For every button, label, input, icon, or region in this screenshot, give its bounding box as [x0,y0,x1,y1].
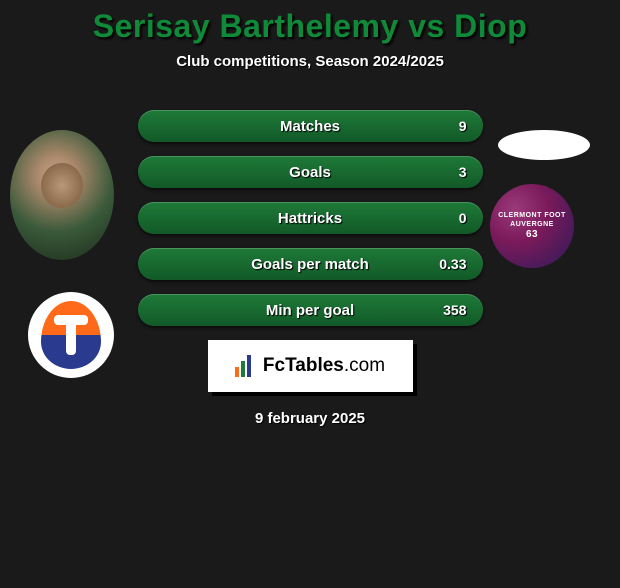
stat-value: 0 [459,202,467,234]
stat-pill: Hattricks 0 [138,202,483,234]
stat-pill: Min per goal 358 [138,294,483,326]
stat-label: Min per goal [138,294,483,326]
club-right-line2: AUVERGNE [510,221,554,228]
subtitle: Club competitions, Season 2024/2025 [0,53,620,70]
stat-pill: Matches 9 [138,110,483,142]
right-avatar-column: CLERMONT FOOT AUVERGNE 63 [498,130,590,268]
stat-value: 3 [459,156,467,188]
brand-text: FcTables.com [263,355,385,377]
brand-box[interactable]: FcTables.com [208,340,413,392]
brand-name: FcTables [263,355,344,376]
stat-pill: Goals 3 [138,156,483,188]
stat-value: 0.33 [439,248,466,280]
brand-bars-icon [235,355,257,377]
stat-value: 9 [459,110,467,142]
club-right-line1: CLERMONT FOOT [498,212,566,219]
stat-label: Goals [138,156,483,188]
stat-label: Goals per match [138,248,483,280]
stat-value: 358 [443,294,466,326]
stat-label: Hattricks [138,202,483,234]
player-left-avatar [10,130,114,260]
page-title: Serisay Barthelemy vs Diop [0,8,620,45]
club-left-badge [28,292,114,378]
stat-pill: Goals per match 0.33 [138,248,483,280]
player-right-avatar [498,130,590,160]
left-avatar-column [10,130,114,378]
date-text: 9 february 2025 [0,410,620,427]
brand-ext: .com [344,355,385,376]
club-right-num: 63 [526,230,538,240]
club-right-badge: CLERMONT FOOT AUVERGNE 63 [490,184,574,268]
stat-label: Matches [138,110,483,142]
